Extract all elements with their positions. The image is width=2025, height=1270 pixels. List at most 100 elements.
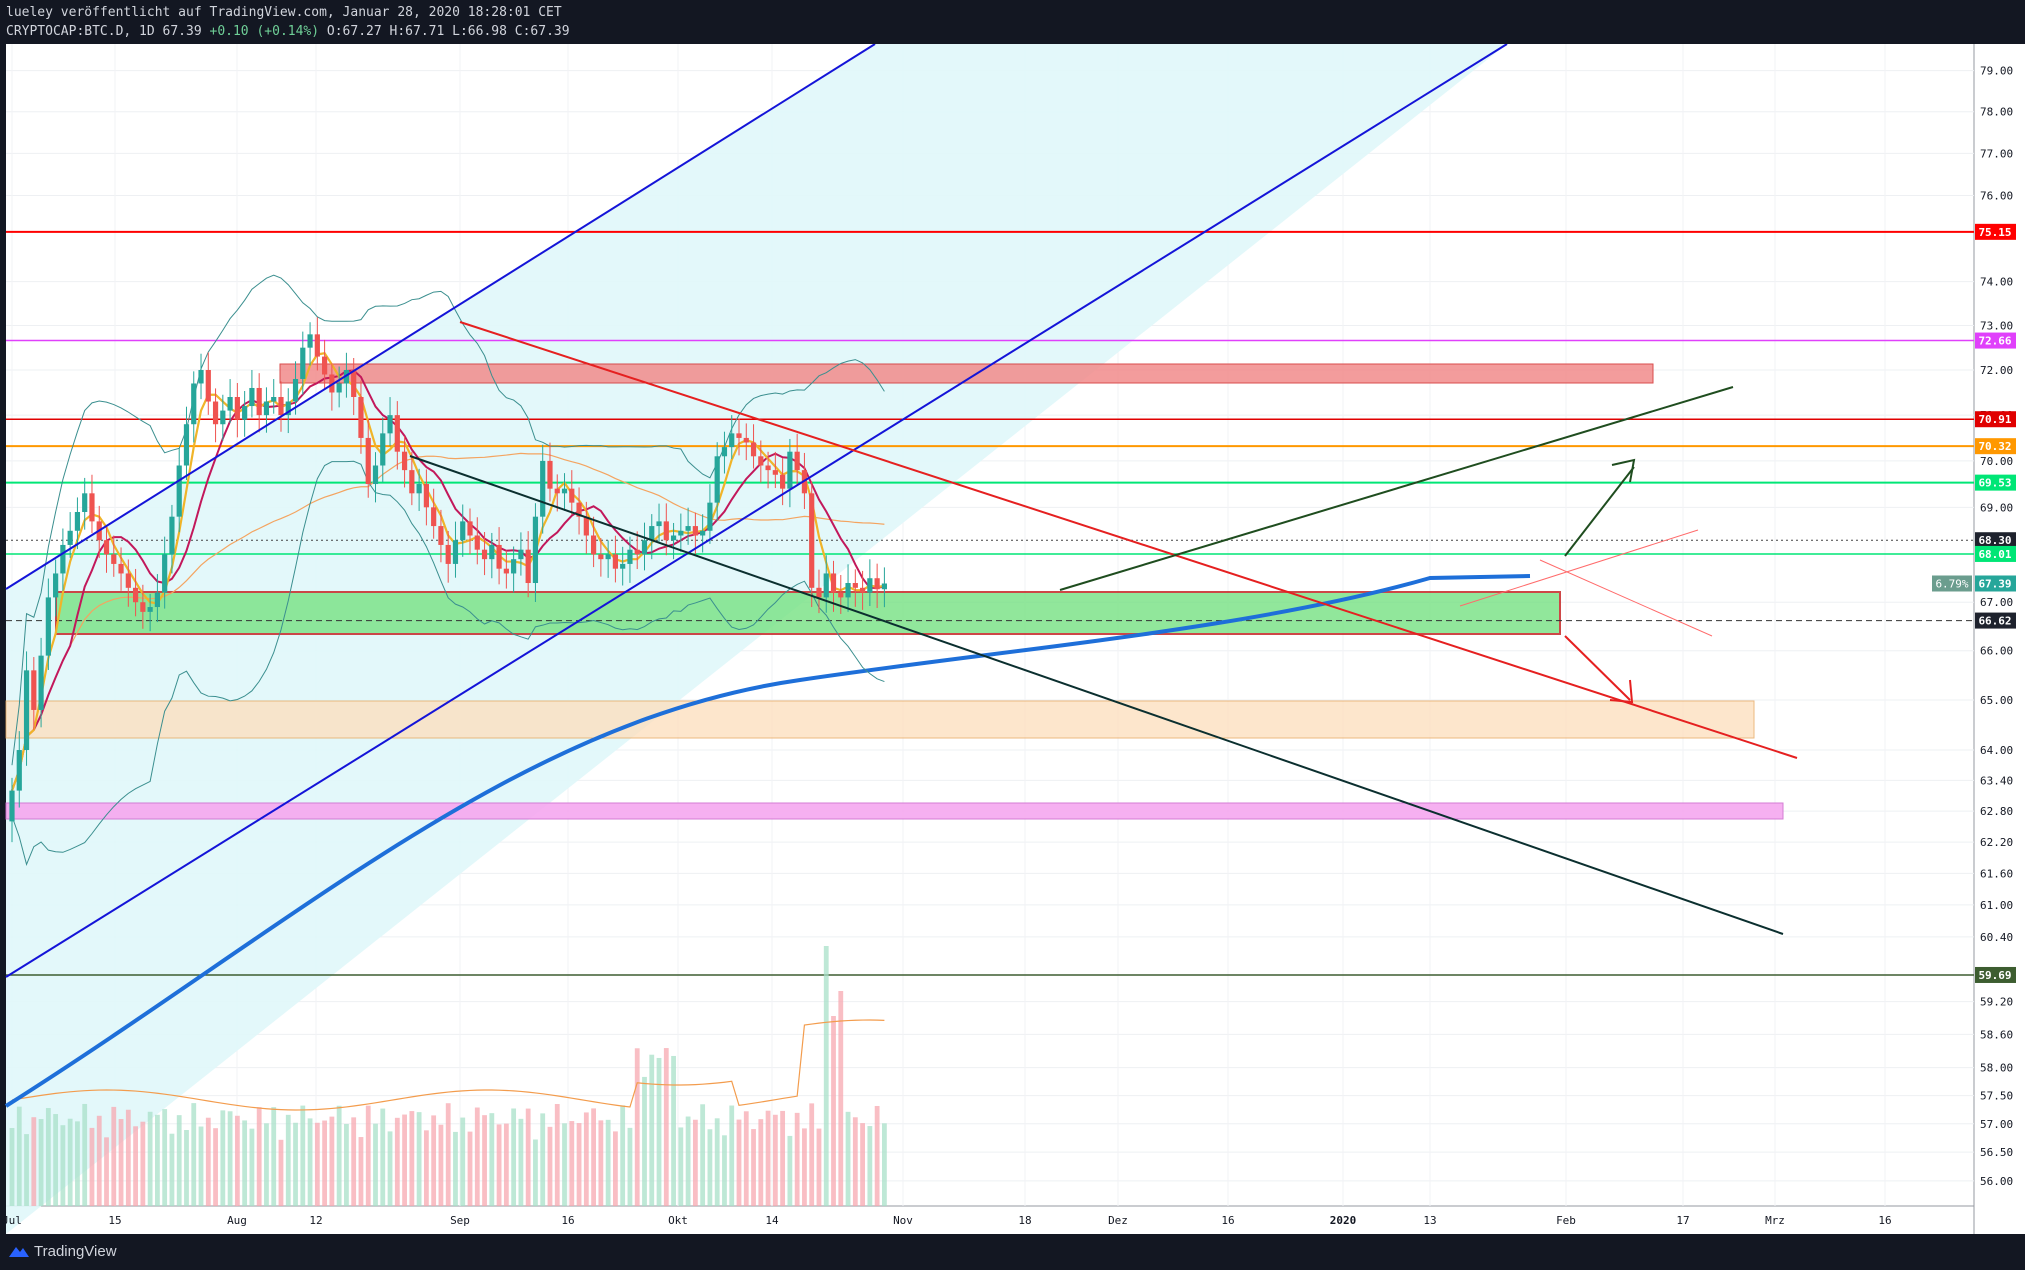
price-label-box [1975, 612, 2016, 629]
candle-body [452, 540, 459, 564]
volume-bar [613, 1131, 618, 1206]
volume-bar [867, 1126, 873, 1206]
y-tick-label: 57.00 [1980, 1118, 2013, 1131]
candle-body [23, 670, 30, 751]
volume-bar [678, 1127, 684, 1206]
candle-body [132, 587, 139, 603]
thin-red-line [1539, 559, 1713, 637]
volume-bar [780, 1110, 786, 1206]
volume-bar [307, 1118, 313, 1206]
candle-body [16, 750, 22, 791]
y-tick-label: 70.00 [1980, 455, 2013, 468]
low-label: L:66.98 [452, 24, 507, 39]
candle-body [45, 597, 51, 656]
volume-bar [649, 1054, 655, 1206]
price-label-text: 75.15 [1978, 226, 2011, 239]
volume-bar [242, 1120, 248, 1206]
volume-bar [634, 1048, 640, 1206]
candle-body [314, 334, 320, 357]
volume-bar [838, 991, 844, 1206]
volume-bar [24, 1134, 29, 1206]
y-tick-label: 61.00 [1980, 899, 2013, 912]
volume-bar [147, 1111, 153, 1206]
volume-bar [198, 1126, 204, 1206]
volume-bar [176, 1115, 182, 1206]
volume-bar [598, 1120, 604, 1206]
volume-bar [438, 1124, 444, 1206]
volume-bar [191, 1103, 197, 1206]
ma200-line [4, 574, 1531, 1108]
candle-body [663, 521, 669, 541]
candle-body [249, 387, 255, 407]
volume-bar [576, 1123, 582, 1206]
x-tick-label: 14 [765, 1214, 779, 1227]
volume-bar [816, 1128, 822, 1206]
x-tick-label: Nov [893, 1214, 913, 1227]
candle-body [31, 670, 37, 710]
volume-bar [758, 1119, 764, 1206]
tradingview-logo-icon[interactable] [8, 1243, 30, 1259]
volume-bar [394, 1117, 400, 1206]
candle-body [9, 790, 15, 822]
volume-bar [751, 1129, 756, 1206]
volume-bar [736, 1119, 742, 1206]
candle-body [423, 484, 429, 508]
volume-bar [656, 1057, 662, 1206]
volume-bar [722, 1135, 727, 1206]
candle-body [787, 451, 793, 489]
volume-bar [554, 1104, 560, 1206]
candle-body [583, 516, 589, 536]
close-label: C:67.39 [514, 24, 570, 39]
volume-bar [489, 1113, 495, 1206]
volume-bar [67, 1118, 73, 1206]
volume-bar [162, 1109, 168, 1206]
lower-zone [5, 700, 1755, 739]
volume-bar [300, 1105, 306, 1206]
y-tick-label: 69.00 [1980, 501, 2013, 514]
candle-body [867, 578, 873, 593]
candle-body [736, 433, 742, 438]
volume-bar [322, 1120, 328, 1206]
volume-bar [314, 1122, 320, 1206]
candle-body [263, 401, 270, 416]
candle-body [285, 401, 291, 416]
volume-bar [60, 1125, 66, 1206]
candle-body [554, 488, 560, 494]
candle-body [511, 559, 517, 574]
y-tick-label: 59.20 [1980, 996, 2013, 1009]
candle-body [816, 587, 822, 598]
volume-bar [714, 1118, 720, 1206]
volume-bar [351, 1117, 357, 1206]
price-label-text: 66.62 [1978, 615, 2011, 628]
volume-bar [445, 1103, 451, 1206]
candle-body [358, 396, 364, 438]
candle-body [154, 592, 160, 608]
volume-bar [53, 1114, 59, 1206]
candle-body [525, 549, 531, 584]
candle-body [401, 451, 408, 471]
volume-bar [329, 1116, 335, 1206]
price-axis[interactable] [1974, 44, 2025, 1234]
tradingview-brand[interactable]: TradingView [34, 1243, 117, 1260]
green-arrow-line [1564, 466, 1635, 557]
candle-body [292, 378, 299, 402]
candle-body [540, 460, 546, 517]
volume-bar [344, 1123, 349, 1206]
y-tick-labels: 79.0078.0077.0076.0074.0073.0072.0071.00… [1980, 65, 2013, 1188]
volume-bar [547, 1126, 553, 1206]
y-tick-label: 56.00 [1980, 1175, 2013, 1188]
volume-bar [402, 1114, 407, 1206]
candle-body [38, 655, 44, 710]
price-label-text: 70.91 [1978, 413, 2011, 426]
volume-bar [336, 1105, 342, 1206]
volume-bar [155, 1114, 160, 1206]
open-label: O:67.27 [326, 24, 382, 39]
candle-body [380, 433, 386, 466]
candle-body [729, 433, 735, 448]
x-tick-label: 15 [108, 1214, 121, 1227]
candle-body [162, 554, 168, 593]
candle-body [474, 535, 480, 550]
candle-body [242, 406, 248, 420]
